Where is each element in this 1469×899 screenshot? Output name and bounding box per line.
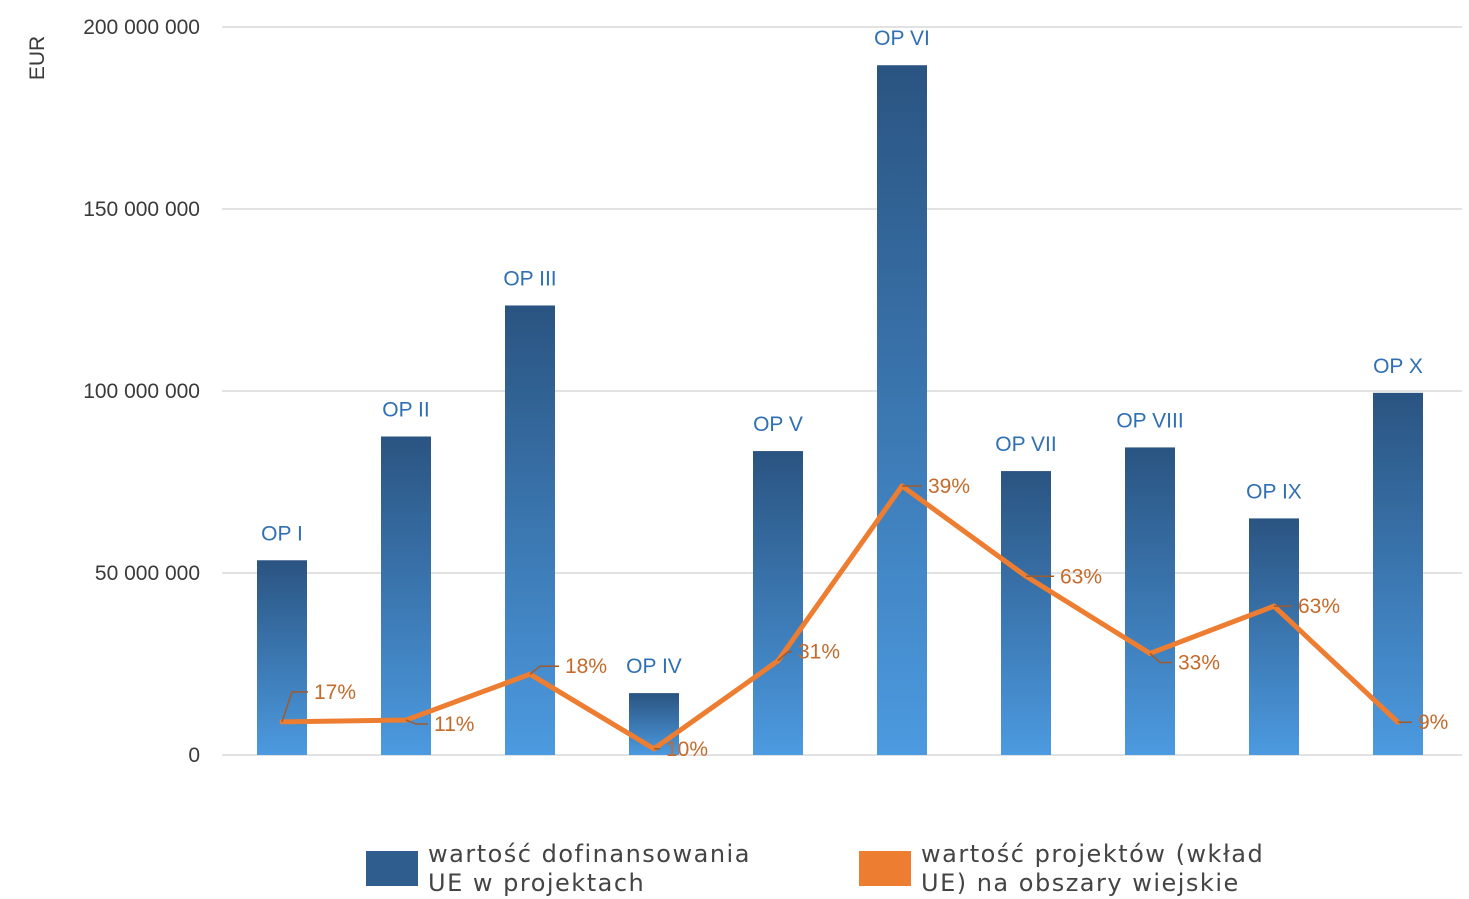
category-label: OP VII [995,433,1056,456]
bar [1373,392,1423,755]
percent-label: 31% [798,641,840,664]
y-tick-label: 150 000 000 [83,198,200,221]
bar [877,65,927,756]
category-label: OP III [503,267,556,290]
legend-item-bars: wartość dofinansowania UE w projektach [366,840,788,898]
label-leader [529,665,559,675]
legend-label-bars: wartość dofinansowania UE w projektach [428,840,788,898]
y-axis-label: EUR [26,36,49,80]
y-tick-label: 0 [188,744,200,767]
legend-item-line: wartość projektów (wkład UE) na obszary … [859,840,1281,898]
percent-label: 39% [928,475,970,498]
bar [381,436,431,755]
percent-label: 9% [1418,711,1448,734]
percent-label: 63% [1298,595,1340,618]
line-series [279,483,1401,752]
y-axis-ticks: 0 50 000 000 100 000 000 150 000 000 200 000… [83,16,200,767]
legend-swatch-line [859,851,911,886]
percent-label: 33% [1178,651,1220,674]
bar [1125,447,1175,755]
legend-swatch-bars [366,851,418,886]
category-label: OP IX [1246,480,1302,503]
label-leader [281,691,308,723]
percent-label: 18% [565,655,607,678]
category-label: OP VIII [1116,409,1183,432]
bar [1249,518,1299,755]
percent-label: 11% [434,713,474,736]
label-leader [405,719,428,725]
bar-series [257,65,1423,756]
legend-label-bars-line2: UE w projektach [428,869,646,897]
category-label: OP I [261,522,303,545]
bar [753,451,803,755]
category-label: OP II [382,399,429,422]
y-tick-label: 200 000 000 [83,16,200,39]
label-leader [777,650,792,662]
y-tick-label: 50 000 000 [95,562,200,585]
legend-label-line-line2: UE) na obszary wiejskie [921,869,1240,897]
percent-label: 63% [1060,565,1102,588]
bar [629,693,679,755]
legend-label-line-line1: wartość projektów (wkład [921,840,1265,868]
category-label: OP X [1373,355,1423,378]
percent-label: 17% [314,681,356,704]
bar [257,560,307,755]
legend-label-line: wartość projektów (wkład UE) na obszary … [921,840,1281,898]
label-leader [1149,652,1172,664]
category-label: OP V [753,413,803,436]
data-labels: OP I OP II OP III OP IV OP V OP VI OP VII OP VI… [261,27,1448,761]
category-label: OP IV [626,655,682,678]
bar [1001,471,1051,755]
category-label: OP VI [874,27,930,50]
line-path [281,483,1400,752]
y-tick-label: 100 000 000 [83,380,200,403]
percent-label: 10% [666,738,708,761]
legend-label-bars-line1: wartość dofinansowania [428,840,751,868]
